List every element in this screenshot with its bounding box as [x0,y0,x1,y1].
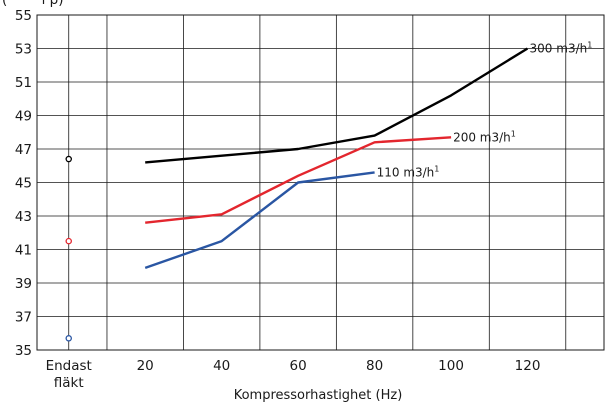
series-label: 200 m3/h1 [453,129,516,144]
fan-only-marker [66,239,71,244]
grid [37,15,604,350]
x-tick-label: 120 [515,358,541,374]
y-tick-label: 43 [15,209,32,225]
y-tick-label: 55 [15,8,32,24]
y-tick-label: 53 [15,42,32,58]
fan-only-marker [66,336,71,341]
series-label: 300 m3/h1 [530,41,593,56]
x-tick-label: 40 [213,358,230,374]
y-tick-label: 41 [15,243,32,259]
y-tick-label: 47 [15,142,32,158]
y-tick-labels: 35 37 39 41 43 45 47 49 51 53 55 [15,8,32,359]
y-tick-label: 35 [15,343,32,359]
y-tick-label: 39 [15,276,32,292]
x-tick-label: Endast [46,358,92,374]
y-tick-label: 37 [15,310,32,326]
x-tick-label: fläkt [54,375,84,391]
series-label: 110 m3/h1 [377,164,440,179]
y-tick-label: 49 [15,109,32,125]
x-tick-label: 80 [366,358,383,374]
y-tick-label: 51 [15,75,32,91]
fan-only-marker [66,156,71,161]
x-axis-label: Kompressorhastighet (Hz) [234,388,403,403]
x-tick-label: 20 [137,358,154,374]
y-tick-label: 45 [15,176,32,192]
x-tick-label: 100 [438,358,464,374]
y-axis-label: ( l p) [2,0,63,8]
x-tick-label: 60 [290,358,307,374]
